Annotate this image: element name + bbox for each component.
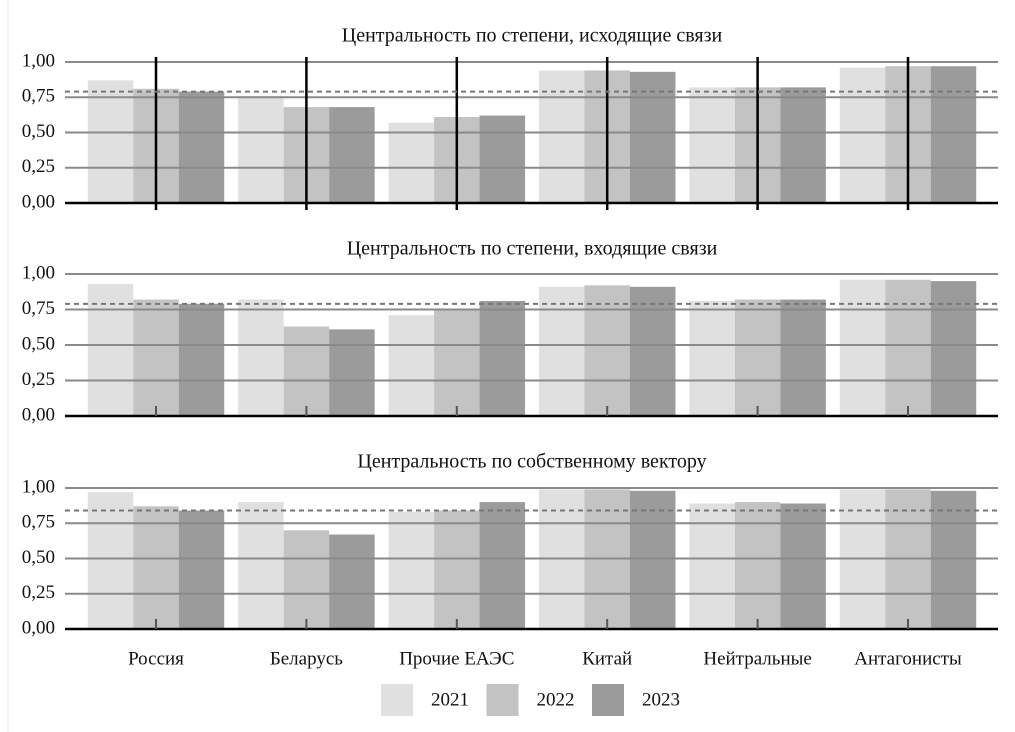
x-tick-label: Антагонисты (854, 648, 962, 669)
bar (930, 66, 977, 203)
bar (839, 67, 886, 203)
bar (388, 511, 435, 629)
bar (178, 303, 225, 416)
bar (178, 510, 225, 629)
y-tick-label: 0,50 (22, 547, 55, 568)
bar (479, 115, 526, 203)
bar (629, 490, 676, 629)
legend-label: 2021 (431, 689, 469, 710)
y-tick-label: 0,00 (22, 404, 55, 425)
bar (734, 299, 781, 416)
y-tick-label: 1,00 (22, 476, 55, 497)
y-tick-label: 0,50 (22, 333, 55, 354)
legend-label: 2023 (642, 689, 680, 710)
bar (584, 285, 630, 416)
legend-swatch (592, 684, 624, 716)
bar (283, 530, 330, 629)
y-tick-label: 0,75 (22, 298, 55, 319)
bar (434, 309, 480, 416)
bar (689, 503, 735, 629)
bar (178, 91, 225, 203)
bar (538, 286, 585, 416)
bar (283, 326, 330, 416)
bar (780, 299, 826, 416)
y-tick-label: 0,25 (22, 369, 55, 390)
y-tick-label: 0,25 (22, 156, 55, 177)
bar (329, 329, 375, 416)
x-tick-label: Прочие ЕАЭС (399, 648, 514, 669)
bar (538, 70, 585, 204)
bar (885, 279, 931, 416)
bar (238, 299, 284, 416)
bar (930, 281, 977, 416)
bar (479, 300, 526, 416)
bar (238, 502, 284, 629)
bar (780, 87, 826, 203)
bar (388, 122, 435, 203)
bar (434, 510, 480, 629)
y-tick-label: 0,50 (22, 121, 55, 142)
chart-title: Центральность по степени, исходящие связ… (342, 25, 723, 47)
bar (133, 506, 179, 629)
y-tick-label: 0,00 (22, 617, 55, 638)
y-tick-label: 1,00 (22, 262, 55, 283)
x-tick-label: Россия (128, 648, 184, 669)
bar (329, 107, 375, 203)
legend-label: 2022 (537, 689, 575, 710)
bar (479, 502, 526, 629)
bar (689, 300, 735, 416)
bar (629, 286, 676, 416)
y-tick-label: 0,25 (22, 582, 55, 603)
bar (629, 71, 676, 204)
bar (689, 87, 735, 203)
bar (780, 503, 826, 629)
chart-title: Центральность по степени, входящие связи (347, 238, 718, 260)
bar (87, 283, 134, 416)
x-tick-label: Китай (582, 648, 632, 669)
y-tick-label: 0,00 (22, 191, 55, 212)
bar (87, 80, 134, 203)
legend-swatch (381, 684, 413, 716)
bar (238, 95, 284, 203)
legend-swatch (486, 684, 519, 716)
bar (839, 279, 886, 416)
x-tick-label: Нейтральные (703, 648, 811, 669)
bar (329, 534, 375, 629)
chart-title: Центральность по собственному вектору (357, 451, 706, 473)
y-tick-label: 0,75 (22, 512, 55, 533)
bar (388, 315, 435, 416)
bar (734, 502, 781, 629)
bar (87, 492, 134, 629)
bar (930, 490, 977, 629)
y-tick-label: 0,75 (22, 86, 55, 107)
x-tick-label: Беларусь (270, 648, 343, 669)
y-tick-label: 1,00 (22, 50, 55, 71)
bar (133, 299, 179, 416)
